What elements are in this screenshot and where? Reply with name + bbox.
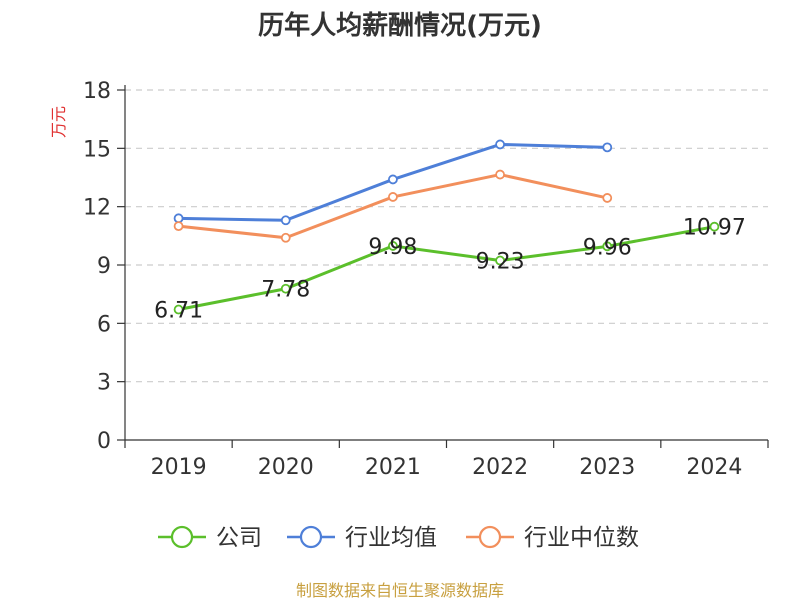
- data-label: 9.96: [583, 235, 632, 260]
- data-point[interactable]: [280, 215, 291, 226]
- data-point[interactable]: [173, 304, 184, 315]
- legend-marker: [299, 525, 323, 549]
- legend-label: 公司: [216, 525, 262, 551]
- y-tick-label: 3: [97, 371, 111, 396]
- data-label: 10.97: [683, 216, 746, 241]
- y-tick-label: 6: [97, 312, 111, 337]
- data-point[interactable]: [388, 192, 398, 202]
- data-point[interactable]: [602, 142, 613, 153]
- x-tick-label: 2023: [579, 455, 635, 480]
- data-point[interactable]: [173, 221, 184, 232]
- x-tick-label: 2019: [151, 455, 207, 480]
- data-label: 7.78: [261, 278, 310, 303]
- legend[interactable]: 公司 行业均值 行业中位数: [158, 525, 639, 551]
- series-lines: [173, 139, 720, 315]
- data-point[interactable]: [388, 241, 398, 251]
- data-labels: 6.71 7.78 9.98 9.23 9.96 10.97: [154, 216, 746, 324]
- data-point[interactable]: [280, 232, 291, 243]
- legend-marker: [478, 525, 502, 549]
- y-tick-label: 12: [83, 196, 111, 221]
- legend-marker: [170, 525, 194, 549]
- y-tick-label: 0: [97, 429, 111, 454]
- data-point[interactable]: [495, 255, 505, 266]
- y-tick-label: 18: [83, 79, 111, 104]
- axes: 0 3 6 9 12 15 18 2019 2020 2021 2022 2023 2024: [83, 79, 769, 480]
- source-note: 制图数据来自恒生聚源数据库: [296, 581, 504, 600]
- data-label: 9.23: [476, 250, 525, 275]
- series-line-0: [178, 225, 715, 312]
- y-tick-label: 9: [97, 254, 111, 279]
- data-point[interactable]: [495, 169, 505, 180]
- legend-item-2[interactable]: 行业中位数: [466, 525, 639, 551]
- x-tick-label: 2021: [365, 455, 421, 480]
- data-point[interactable]: [173, 213, 184, 224]
- legend-item-1[interactable]: 行业均值: [287, 525, 437, 551]
- data-point[interactable]: [388, 174, 398, 185]
- x-tick-label: 2020: [258, 455, 314, 480]
- data-point[interactable]: [280, 283, 291, 294]
- grid-lines: [125, 89, 768, 383]
- chart-title: 历年人均薪酬情况(万元): [258, 10, 542, 41]
- data-label: 9.98: [368, 235, 417, 260]
- data-point[interactable]: [495, 139, 505, 150]
- data-point[interactable]: [602, 193, 613, 203]
- data-point[interactable]: [709, 221, 720, 232]
- y-tick-label: 15: [83, 137, 111, 162]
- x-tick-label: 2022: [472, 455, 528, 480]
- data-point[interactable]: [602, 241, 613, 252]
- legend-label: 行业均值: [345, 525, 437, 551]
- x-tick-label: 2024: [686, 455, 742, 480]
- legend-label: 行业中位数: [524, 525, 639, 551]
- legend-item-0[interactable]: 公司: [158, 525, 262, 551]
- y-axis-label: 万元: [49, 106, 68, 138]
- data-label: 6.71: [154, 299, 203, 324]
